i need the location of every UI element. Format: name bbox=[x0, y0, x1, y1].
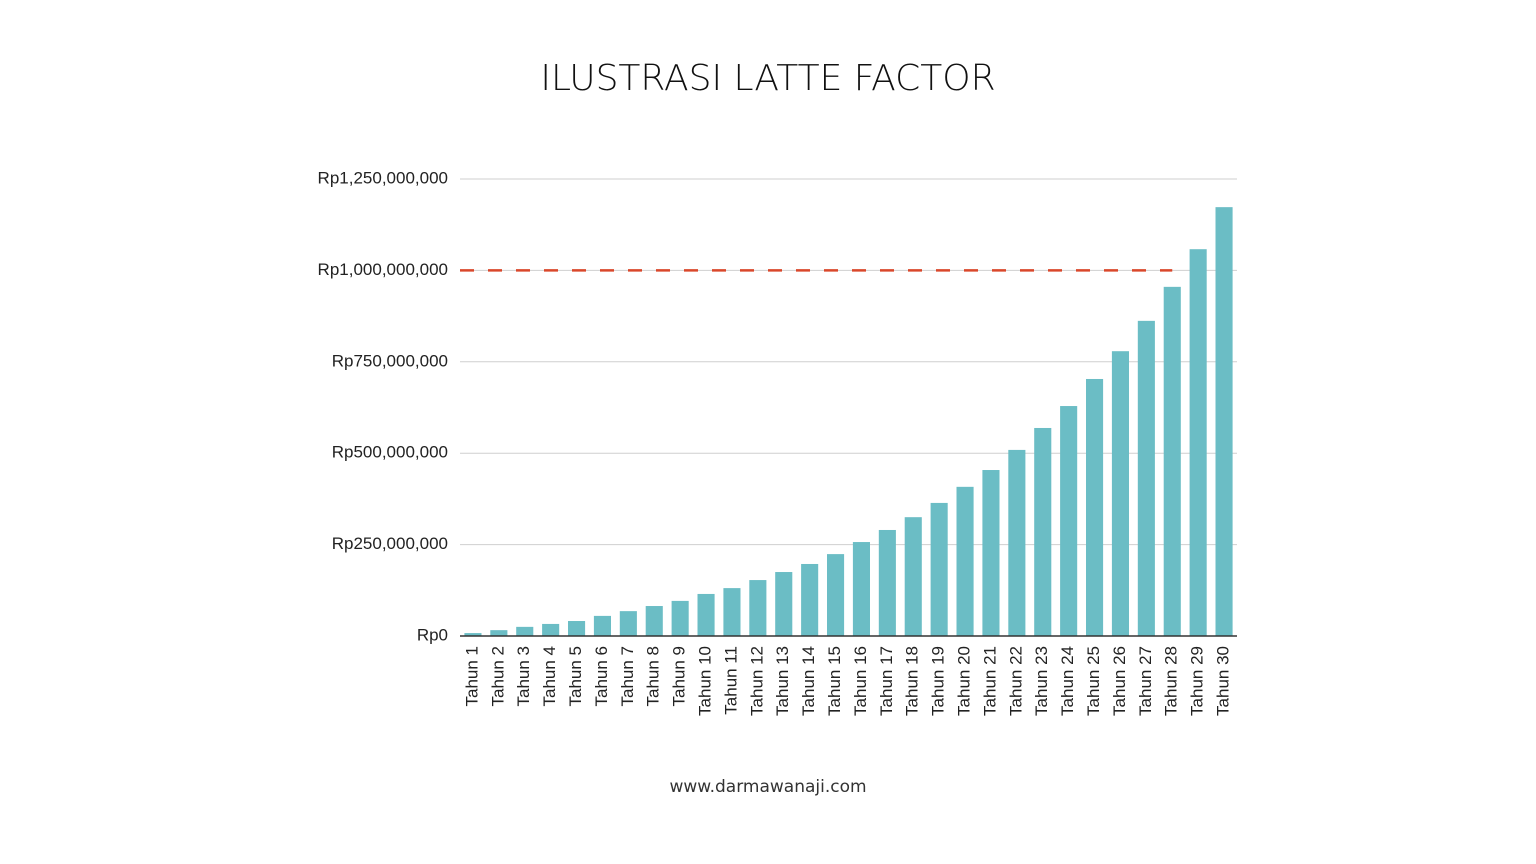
x-tick-label: Tahun 11 bbox=[721, 646, 740, 715]
bar bbox=[878, 529, 896, 636]
bar bbox=[490, 630, 508, 636]
bar bbox=[464, 633, 482, 636]
bar bbox=[982, 470, 1000, 636]
x-tick-label: Tahun 17 bbox=[877, 646, 896, 716]
x-tick-label: Tahun 23 bbox=[1032, 646, 1051, 716]
x-tick-label: Tahun 5 bbox=[566, 646, 585, 707]
x-tick-label: Tahun 29 bbox=[1188, 646, 1207, 716]
y-tick-label: Rp1,250,000,000 bbox=[318, 168, 448, 187]
x-tick-label: Tahun 9 bbox=[670, 646, 689, 707]
x-tick-label: Tahun 14 bbox=[799, 646, 818, 716]
bar bbox=[1163, 286, 1181, 636]
x-tick-label: Tahun 22 bbox=[1006, 646, 1025, 716]
bar bbox=[671, 600, 689, 636]
bar bbox=[801, 563, 819, 636]
x-tick-label: Tahun 19 bbox=[929, 646, 948, 716]
x-tick-label: Tahun 13 bbox=[773, 646, 792, 716]
chart-title: ILUSTRASI LATTE FACTOR bbox=[540, 58, 995, 99]
y-tick-label: Rp500,000,000 bbox=[332, 443, 448, 462]
x-tick-label: Tahun 3 bbox=[514, 646, 533, 707]
y-tick-label: Rp250,000,000 bbox=[332, 534, 448, 553]
bar bbox=[749, 580, 767, 636]
x-tick-label: Tahun 28 bbox=[1162, 646, 1181, 716]
bar bbox=[904, 517, 922, 636]
bar bbox=[1034, 427, 1052, 636]
x-tick-label: Tahun 24 bbox=[1058, 646, 1077, 716]
x-tick-label: Tahun 30 bbox=[1214, 646, 1233, 716]
bar bbox=[723, 588, 741, 636]
bar bbox=[775, 572, 793, 636]
bar bbox=[1060, 406, 1078, 636]
y-tick-label: Rp1,000,000,000 bbox=[318, 260, 448, 279]
bar bbox=[1111, 351, 1129, 636]
x-tick-label: Tahun 25 bbox=[1084, 646, 1103, 716]
y-tick-label: Rp750,000,000 bbox=[332, 351, 448, 370]
y-tick-label: Rp0 bbox=[417, 625, 448, 644]
x-tick-label: Tahun 2 bbox=[488, 646, 507, 707]
x-tick-label: Tahun 6 bbox=[592, 646, 611, 707]
x-tick-label: Tahun 4 bbox=[540, 646, 559, 707]
bar bbox=[1137, 320, 1155, 636]
bar bbox=[645, 606, 663, 636]
bar bbox=[619, 611, 637, 636]
bar bbox=[827, 554, 845, 636]
bar bbox=[516, 626, 534, 636]
x-tick-label: Tahun 21 bbox=[980, 646, 999, 716]
footer: www.darmawanaji.com bbox=[669, 777, 866, 797]
x-tick-label: Tahun 18 bbox=[903, 646, 922, 716]
x-tick-label: Tahun 15 bbox=[825, 646, 844, 716]
x-tick-label: Tahun 27 bbox=[1136, 646, 1155, 716]
bar bbox=[697, 593, 715, 636]
x-tick-label: Tahun 1 bbox=[462, 646, 481, 707]
bar bbox=[956, 486, 974, 636]
x-tick-label: Tahun 10 bbox=[696, 646, 715, 716]
bar bbox=[930, 502, 948, 636]
x-tick-label: Tahun 12 bbox=[747, 646, 766, 716]
bar bbox=[568, 621, 586, 636]
bar bbox=[1008, 449, 1026, 636]
x-tick-label: Tahun 20 bbox=[955, 646, 974, 716]
bar bbox=[852, 542, 870, 636]
x-tick-label: Tahun 8 bbox=[644, 646, 663, 707]
bar bbox=[542, 623, 560, 636]
x-tick-label: Tahun 16 bbox=[851, 646, 870, 716]
bar bbox=[1215, 207, 1233, 637]
x-tick-label: Tahun 26 bbox=[1110, 646, 1129, 716]
x-tick-label: Tahun 7 bbox=[618, 646, 637, 707]
bar bbox=[1086, 378, 1104, 636]
bar bbox=[593, 615, 611, 636]
bar bbox=[1189, 249, 1207, 637]
